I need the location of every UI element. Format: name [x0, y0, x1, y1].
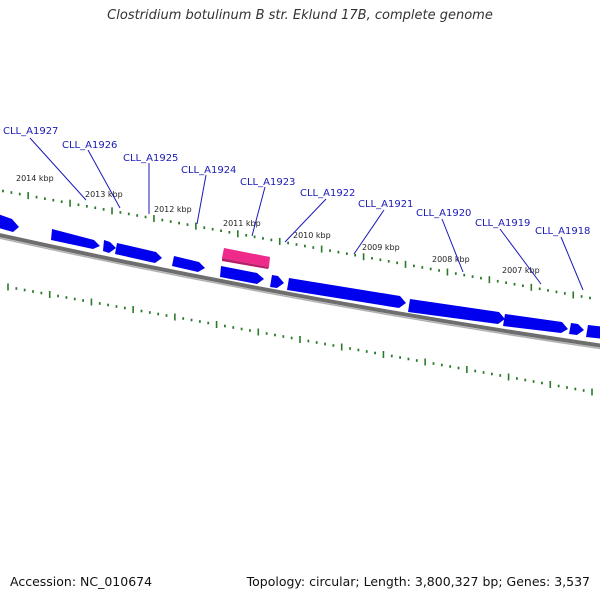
- gene-arrow[interactable]: [408, 299, 505, 324]
- kbp-label: 2012 kbp: [154, 205, 192, 214]
- kbp-label: 2014 kbp: [16, 174, 54, 183]
- kbp-label: 2008 kbp: [432, 255, 470, 264]
- gene-arrow[interactable]: [220, 266, 264, 284]
- gene-label-cll-a1921[interactable]: CLL_A1921: [358, 199, 413, 210]
- gene-arrow[interactable]: [569, 323, 584, 335]
- outer-tick-ring: [2, 189, 591, 300]
- gene-arrow[interactable]: [503, 314, 568, 333]
- inner-tick-ring: [7, 283, 593, 396]
- gene-label-cll-a1920[interactable]: CLL_A1920: [416, 208, 471, 219]
- gene-label-cll-a1919[interactable]: CLL_A1919: [475, 218, 530, 229]
- map-title: Clostridium botulinum B str. Eklund 17B,…: [107, 8, 493, 23]
- gene-label-cll-a1925[interactable]: CLL_A1925: [123, 153, 178, 164]
- kbp-label: 2009 kbp: [362, 243, 400, 252]
- gene-label-cll-a1924[interactable]: CLL_A1924: [181, 165, 236, 176]
- gene-arrow[interactable]: [270, 275, 284, 288]
- gene-arrow[interactable]: [51, 229, 100, 249]
- accession-text: Accession: NC_010674: [10, 574, 153, 589]
- gene-label-cll-a1927[interactable]: CLL_A1927: [3, 126, 58, 137]
- gene-arrow[interactable]: [586, 325, 600, 339]
- gene-highlight[interactable]: [222, 248, 270, 267]
- gene-arrow[interactable]: [172, 256, 205, 272]
- gene-track: [0, 213, 600, 339]
- gene-highlight-bottom: [222, 258, 269, 269]
- gene-arrow[interactable]: [0, 213, 19, 232]
- gene-label-cll-a1923[interactable]: CLL_A1923: [240, 177, 295, 188]
- gene-label-cll-a1918[interactable]: CLL_A1918: [535, 226, 590, 237]
- gene-arrow[interactable]: [103, 240, 116, 253]
- genome-summary-text: Topology: circular; Length: 3,800,327 bp…: [246, 574, 590, 589]
- gene-labels: CLL_A1927 CLL_A1926 CLL_A1925 CLL_A1924 …: [3, 126, 590, 237]
- kbp-label: 2013 kbp: [85, 190, 123, 199]
- genome-backbone: [0, 233, 600, 350]
- kbp-label: 2011 kbp: [223, 219, 261, 228]
- kbp-label: 2010 kbp: [293, 231, 331, 240]
- gene-arrow[interactable]: [287, 278, 406, 308]
- gene-label-cll-a1922[interactable]: CLL_A1922: [300, 188, 355, 199]
- kbp-label: 2007 kbp: [502, 266, 540, 275]
- gene-label-cll-a1926[interactable]: CLL_A1926: [62, 140, 117, 151]
- gene-label-leaders: [29, 137, 584, 291]
- gene-arrow[interactable]: [115, 243, 162, 263]
- kbp-labels: 2014 kbp 2013 kbp 2012 kbp 2011 kbp 2010…: [16, 174, 540, 275]
